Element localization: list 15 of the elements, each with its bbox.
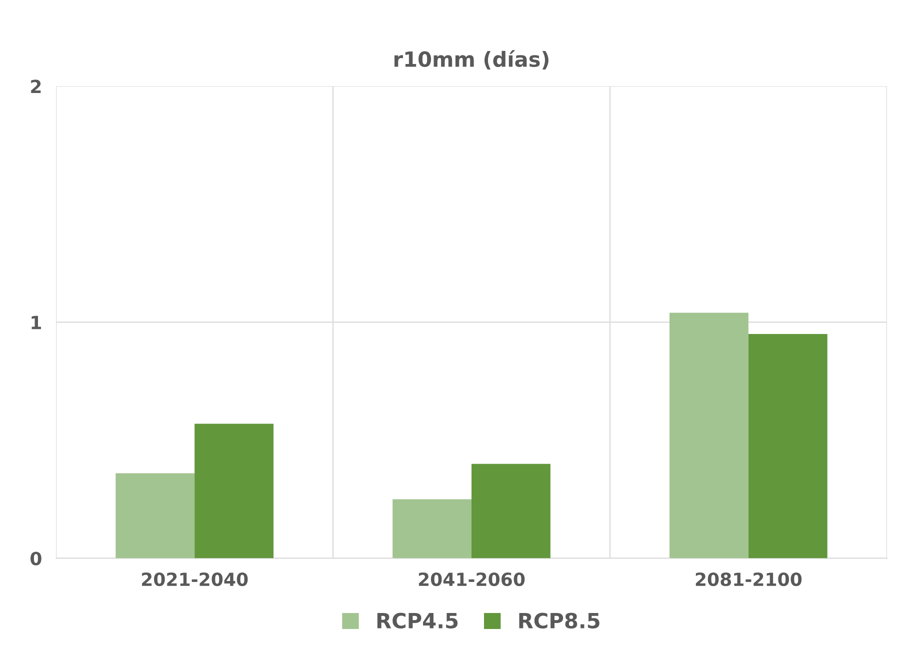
legend-label: RCP8.5 [519, 612, 600, 629]
x-tick-label: 2021-2040 [142, 572, 248, 586]
legend-label: RCP4.5 [377, 612, 458, 629]
bar [670, 312, 748, 558]
bar [472, 464, 550, 558]
bar [392, 499, 472, 558]
chart-title: r10mm (días) [394, 50, 548, 70]
bar [194, 424, 274, 558]
y-tick-label: 0 [30, 552, 42, 566]
bar [116, 473, 195, 558]
y-tick-label: 2 [31, 80, 41, 94]
x-tick-label: 2041-2060 [418, 572, 525, 586]
x-tick-label: 2081-2100 [696, 572, 802, 586]
y-tick-label: 1 [32, 316, 41, 330]
bar [748, 334, 828, 558]
